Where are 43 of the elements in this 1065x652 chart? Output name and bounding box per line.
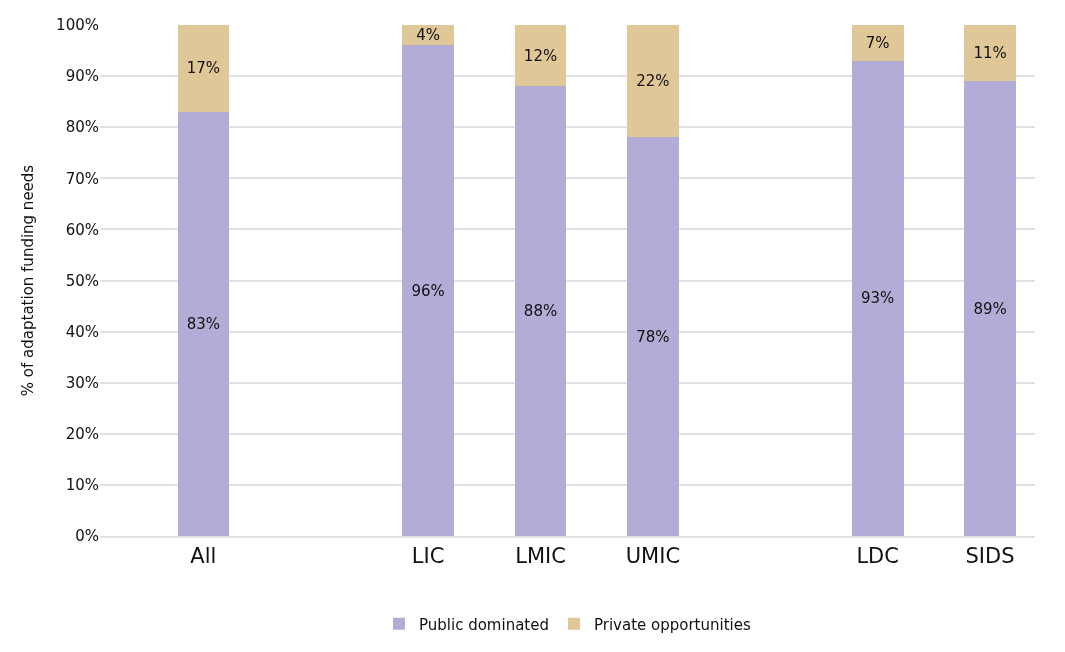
bar — [964, 25, 1016, 82]
x-tick-label: LIC — [411, 544, 445, 569]
data-label: 12% — [523, 46, 558, 65]
bar — [964, 81, 1016, 536]
data-label: 88% — [523, 302, 558, 321]
bar — [514, 25, 567, 87]
legend-label: Private opportunities — [593, 615, 751, 634]
data-label: 4% — [416, 26, 441, 45]
y-tick-label: 80% — [65, 118, 99, 137]
bar — [177, 25, 230, 112]
y-tick-label: 10% — [65, 476, 99, 495]
y-tick-label: 40% — [65, 322, 99, 341]
x-tick-label: UMIC — [625, 544, 681, 569]
bar — [851, 25, 904, 61]
y-tick-label: 60% — [65, 220, 99, 239]
data-label: 17% — [186, 59, 221, 78]
legend-label: Public dominated — [419, 615, 549, 634]
data-label: 83% — [186, 314, 221, 333]
data-label: 7% — [865, 33, 890, 52]
y-tick-label: 70% — [65, 169, 99, 188]
data-label: 78% — [636, 327, 670, 346]
data-label: 11% — [973, 44, 1007, 63]
x-tick-label: LMIC — [515, 544, 566, 569]
bar — [402, 45, 454, 536]
x-tick-label: SIDS — [965, 544, 1015, 569]
y-tick-label: 90% — [65, 67, 99, 86]
bar — [627, 25, 679, 138]
data-label: 96% — [411, 281, 445, 300]
y-tick-label: 100% — [56, 16, 99, 35]
y-tick-label: 50% — [65, 271, 99, 290]
y-tick-label: 30% — [65, 373, 99, 392]
y-tick-label: 0% — [75, 527, 99, 546]
bar — [627, 137, 679, 536]
x-tick-label: All — [190, 544, 217, 569]
data-label: 22% — [636, 72, 670, 91]
data-label: 93% — [861, 289, 895, 308]
bar — [177, 111, 230, 536]
bar — [514, 86, 567, 536]
y-tick-label: 20% — [65, 425, 99, 444]
y-axis-title: % of adaptation funding needs — [19, 164, 38, 397]
x-tick-label: LDC — [856, 544, 899, 569]
data-label: 89% — [973, 299, 1007, 318]
bar — [851, 60, 904, 536]
